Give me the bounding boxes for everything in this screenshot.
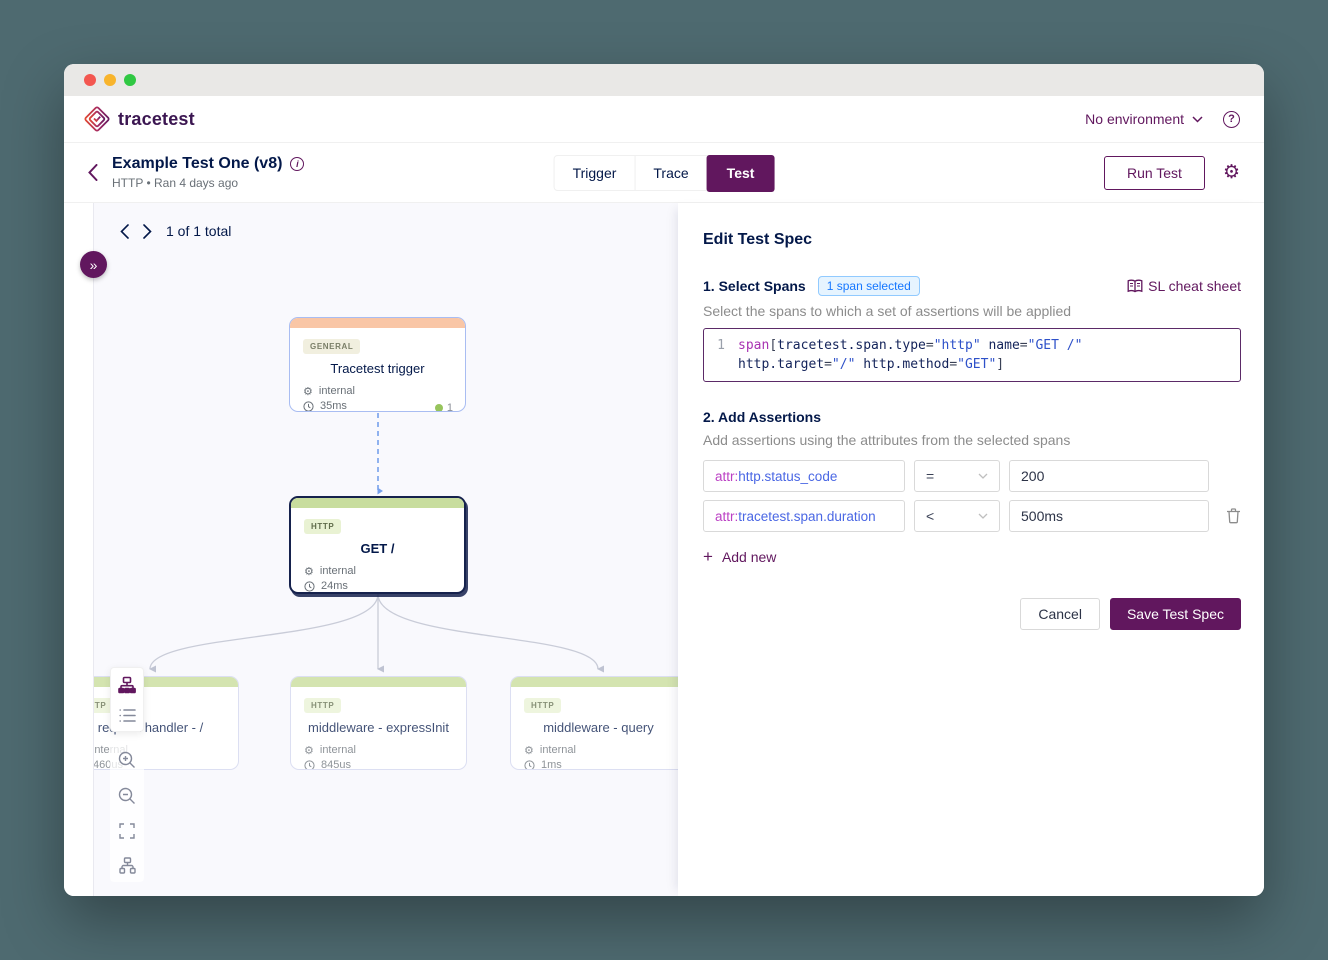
- sl-cheat-sheet-link[interactable]: SL cheat sheet: [1127, 278, 1241, 294]
- kind-icon: ⚙: [303, 384, 313, 398]
- chevron-left-icon: [88, 164, 98, 181]
- add-assertions-heading: 2. Add Assertions: [703, 409, 821, 425]
- node-color-strip: [94, 677, 238, 687]
- mini-map-icon[interactable]: [118, 857, 136, 874]
- test-header: Example Test One (v8) i HTTP • Ran 4 day…: [64, 143, 1264, 203]
- kind-icon: ⚙: [304, 564, 314, 578]
- view-mode-toolbar: [110, 667, 144, 732]
- span-type-tag: HTTP: [304, 698, 342, 713]
- span-type-tag: HTTP: [304, 519, 342, 534]
- graph-view-icon[interactable]: [118, 676, 136, 694]
- main-content: » 1 of 1 total: [64, 203, 1264, 896]
- help-icon[interactable]: ?: [1223, 110, 1240, 128]
- left-rail: [64, 203, 94, 896]
- environment-label: No environment: [1085, 111, 1184, 127]
- span-node-trigger[interactable]: GENERAL Tracetest trigger ⚙ internal 35ms…: [289, 317, 466, 412]
- line-number: 1: [717, 338, 725, 353]
- prev-trace-icon[interactable]: [120, 223, 129, 239]
- tab-test[interactable]: Test: [706, 154, 775, 192]
- clock-icon: [304, 759, 315, 769]
- span-title: middleware - expressInit: [308, 720, 449, 735]
- span-count: 1: [434, 402, 453, 411]
- selector-code: span[tracetest.span.type="http" name="GE…: [738, 338, 1083, 372]
- assertion-attribute-input[interactable]: attr: tracetest.span.duration: [703, 500, 905, 532]
- panel-title: Edit Test Spec: [703, 231, 813, 248]
- traffic-light-minimize[interactable]: [104, 74, 116, 86]
- select-spans-heading: 1. Select Spans: [703, 278, 806, 294]
- back-button[interactable]: [88, 164, 98, 181]
- span-title: middleware - query: [543, 720, 654, 735]
- book-icon: [1127, 279, 1143, 293]
- fit-view-icon[interactable]: [119, 823, 135, 839]
- add-new-assertion-button[interactable]: + Add new: [703, 547, 777, 566]
- assertion-row: attr: http.status_code =: [703, 460, 1241, 492]
- graph-edges: [149, 413, 605, 673]
- chevron-down-icon: [1192, 115, 1203, 123]
- node-color-strip: [291, 677, 466, 687]
- tracetest-logo-icon: [84, 106, 110, 132]
- list-view-icon[interactable]: [118, 708, 136, 723]
- clock-icon: [524, 759, 535, 769]
- chevron-down-icon: [978, 473, 988, 479]
- edit-test-spec-panel: Edit Test Spec 1. Select Spans 1 span se…: [678, 203, 1264, 896]
- view-tabs: Trigger Trace Test: [553, 154, 775, 192]
- assertion-operator-select[interactable]: =: [914, 460, 1000, 492]
- assertion-operator-select[interactable]: <: [914, 500, 1000, 532]
- info-icon[interactable]: i: [290, 157, 305, 171]
- traffic-light-maximize[interactable]: [124, 74, 136, 86]
- traffic-light-close[interactable]: [84, 74, 96, 86]
- status-dot: [434, 404, 443, 411]
- pagination-label: 1 of 1 total: [166, 223, 232, 239]
- expand-panel-button[interactable]: »: [80, 251, 107, 278]
- span-node-get[interactable]: HTTP GET / ⚙ internal 24ms: [289, 496, 466, 594]
- node-color-strip: [290, 318, 465, 328]
- app-header: tracetest No environment ?: [64, 96, 1264, 143]
- page-title: Example Test One (v8): [112, 155, 283, 172]
- node-color-strip: [511, 677, 678, 687]
- assertion-row: attr: tracetest.span.duration <: [703, 500, 1241, 532]
- span-type-tag: HTTP: [94, 698, 114, 713]
- clock-icon: [303, 400, 314, 411]
- span-node-query[interactable]: HTTP middleware - query ⚙ internal 1ms: [510, 676, 678, 770]
- tab-trace[interactable]: Trace: [635, 155, 708, 190]
- graph-zoom-toolbar: [110, 743, 144, 882]
- clock-icon: [304, 580, 315, 592]
- assertion-value-input[interactable]: [1009, 460, 1209, 492]
- kind-icon: ⚙: [524, 743, 534, 757]
- kind-icon: ⚙: [304, 743, 314, 757]
- node-color-strip: [291, 498, 464, 508]
- span-node-express-init[interactable]: HTTP middleware - expressInit ⚙ internal …: [290, 676, 467, 770]
- assertion-attribute-input[interactable]: attr: http.status_code: [703, 460, 905, 492]
- plus-icon: +: [703, 547, 713, 566]
- delete-assertion-icon[interactable]: [1226, 508, 1241, 524]
- window-titlebar: [64, 64, 1264, 96]
- chevron-down-icon: [978, 513, 988, 519]
- add-assertions-description: Add assertions using the attributes from…: [703, 432, 1071, 448]
- span-title: GET /: [360, 541, 395, 556]
- tab-trigger[interactable]: Trigger: [555, 155, 636, 190]
- app-window: tracetest No environment ? Example Test …: [64, 64, 1264, 896]
- trace-graph-panel[interactable]: 1 of 1 total: [94, 203, 678, 896]
- brand-logo[interactable]: tracetest: [84, 106, 195, 132]
- test-title-block: Example Test One (v8) i HTTP • Ran 4 day…: [112, 155, 305, 190]
- assertion-value-input[interactable]: [1009, 500, 1209, 532]
- zoom-in-icon[interactable]: [118, 751, 136, 769]
- brand-name: tracetest: [118, 108, 195, 129]
- zoom-out-icon[interactable]: [118, 787, 136, 805]
- settings-gear-icon[interactable]: ⚙: [1222, 161, 1240, 183]
- test-subtitle: HTTP • Ran 4 days ago: [112, 176, 239, 190]
- run-test-button[interactable]: Run Test: [1103, 155, 1205, 190]
- trace-pagination: 1 of 1 total: [120, 223, 231, 239]
- span-type-tag: HTTP: [524, 698, 562, 713]
- cancel-button[interactable]: Cancel: [1020, 598, 1100, 630]
- environment-selector[interactable]: No environment: [1085, 111, 1203, 127]
- next-trace-icon[interactable]: [143, 223, 152, 239]
- span-type-tag: GENERAL: [303, 339, 361, 354]
- span-title: Tracetest trigger: [330, 361, 425, 376]
- save-test-spec-button[interactable]: Save Test Spec: [1109, 598, 1241, 630]
- span-count-badge: 1 span selected: [817, 276, 920, 296]
- select-spans-description: Select the spans to which a set of asser…: [703, 303, 1072, 319]
- span-selector-editor[interactable]: 1 span[tracetest.span.type="http" name="…: [703, 328, 1241, 382]
